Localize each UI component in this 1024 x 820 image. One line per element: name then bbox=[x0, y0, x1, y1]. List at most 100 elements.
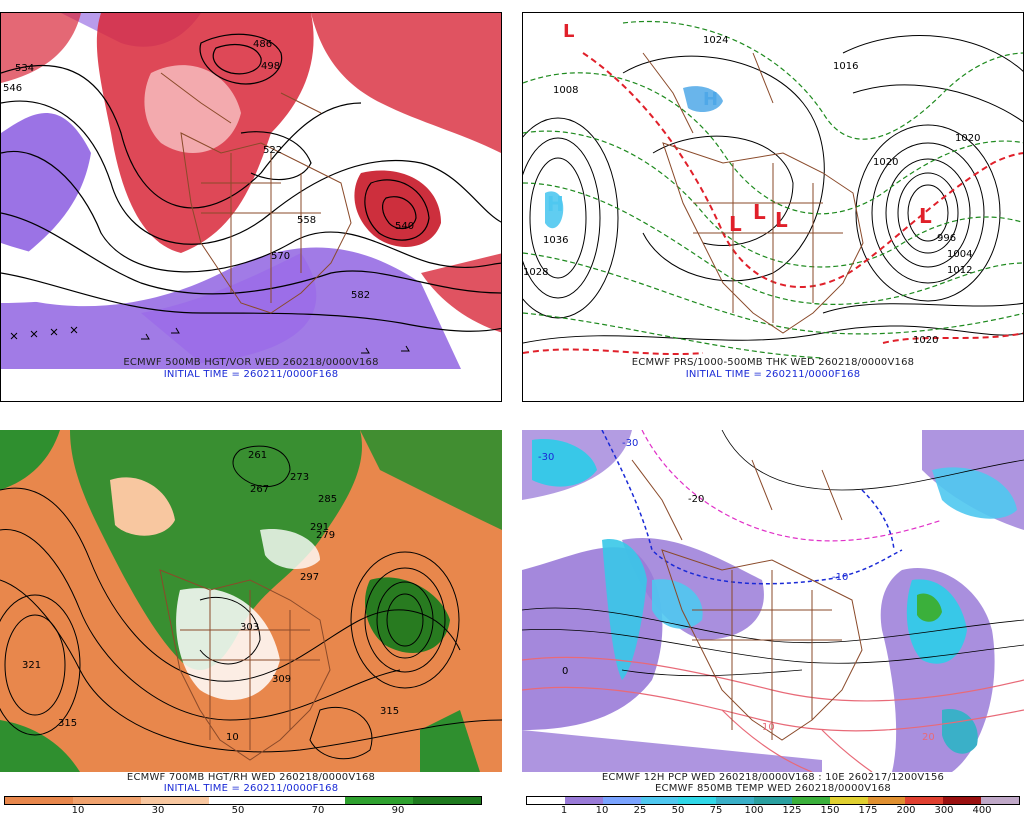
rh-legend: 10 30 50 70 90 bbox=[0, 796, 502, 818]
temp-label: -30 bbox=[622, 438, 638, 449]
legend-swatch bbox=[829, 797, 868, 804]
temp-label: -10 bbox=[832, 572, 848, 583]
pressure-label: 1024 bbox=[703, 35, 728, 46]
height-label: 315 bbox=[380, 706, 399, 717]
legend-label: 10 bbox=[595, 805, 609, 816]
legend-swatch bbox=[277, 797, 345, 804]
legend-label: 150 bbox=[820, 805, 840, 816]
contour-label: 486 bbox=[253, 39, 272, 50]
pressure-label: 1012 bbox=[947, 265, 972, 276]
legend-label: 30 bbox=[151, 805, 165, 816]
panel-caption: ECMWF 700MB HGT/RH WED 260218/0000V168 bbox=[126, 772, 376, 783]
contour-label: 546 bbox=[3, 83, 22, 94]
legend-swatch bbox=[640, 797, 679, 804]
panel-init-time: INITIAL TIME = 260211/0000F168 bbox=[685, 369, 861, 380]
height-label: 297 bbox=[300, 572, 319, 583]
contour-label: 522 bbox=[263, 145, 282, 156]
legend-label: 50 bbox=[231, 805, 245, 816]
legend-label: 25 bbox=[633, 805, 647, 816]
legend-swatch bbox=[981, 797, 1019, 804]
legend-swatch bbox=[564, 797, 603, 804]
rh-legend-bar bbox=[4, 796, 482, 805]
legend-label: 175 bbox=[858, 805, 878, 816]
legend-swatch bbox=[141, 797, 209, 804]
pressure-label: 1020 bbox=[955, 133, 980, 144]
legend-swatch bbox=[867, 797, 906, 804]
legend-label: 10 bbox=[71, 805, 85, 816]
height-label: 303 bbox=[240, 622, 259, 633]
map-precip-temp: -30 -20 -10 0 10 20 -30 bbox=[522, 430, 1024, 772]
precip-legend-bar bbox=[526, 796, 1020, 805]
svg-text:L: L bbox=[729, 212, 742, 236]
panel-caption: ECMWF 500MB HGT/VOR WED 260218/0000V168 bbox=[123, 357, 379, 368]
pressure-label: 1008 bbox=[553, 85, 578, 96]
legend-swatch bbox=[905, 797, 944, 804]
svg-text:L: L bbox=[919, 204, 932, 228]
temp-label: -30 bbox=[538, 452, 554, 463]
contour-label: 540 bbox=[395, 221, 414, 232]
contour-label: 498 bbox=[261, 61, 280, 72]
pressure-label: 1004 bbox=[947, 249, 972, 260]
svg-text:L: L bbox=[753, 200, 766, 224]
pressure-label: 1036 bbox=[543, 235, 568, 246]
legend-label: 1 bbox=[560, 805, 568, 816]
legend-swatch bbox=[527, 797, 565, 804]
height-label: 267 bbox=[250, 484, 269, 495]
legend-label: 200 bbox=[896, 805, 916, 816]
legend-label: 300 bbox=[934, 805, 954, 816]
legend-label: 50 bbox=[671, 805, 685, 816]
height-label: 321 bbox=[22, 660, 41, 671]
height-label: 279 bbox=[316, 530, 335, 541]
rh-label: 10 bbox=[226, 732, 239, 743]
legend-swatch bbox=[791, 797, 830, 804]
legend-swatch bbox=[602, 797, 641, 804]
temp-label: 10 bbox=[762, 722, 775, 733]
pressure-label: 996 bbox=[937, 233, 956, 244]
panel-700mb-rh: 321 315 309 303 297 291 285 279 273 261 … bbox=[0, 430, 502, 820]
legend-swatch bbox=[716, 797, 755, 804]
legend-swatch bbox=[754, 797, 792, 804]
map-pressure-thickness: L L L L L H H 1036 1028 1020 1012 1004 9… bbox=[523, 13, 1023, 369]
panel-pressure-thickness: L L L L L H H 1036 1028 1020 1012 1004 9… bbox=[522, 12, 1024, 402]
panel-precip-temp: -30 -20 -10 0 10 20 -30 ECMWF 12H PCP WE… bbox=[522, 430, 1024, 820]
pressure-label: 1016 bbox=[833, 61, 858, 72]
legend-swatch bbox=[345, 797, 413, 804]
pressure-label: 1028 bbox=[523, 267, 548, 278]
contour-label: 534 bbox=[15, 63, 34, 74]
panel-init-time: INITIAL TIME = 260211/0000F168 bbox=[163, 369, 339, 380]
height-label: 291 bbox=[310, 522, 329, 533]
legend-label: 100 bbox=[744, 805, 764, 816]
height-label: 315 bbox=[58, 718, 77, 729]
legend-swatch bbox=[73, 797, 141, 804]
pressure-label: 1020 bbox=[913, 335, 938, 346]
legend-swatch bbox=[678, 797, 717, 804]
height-label: 273 bbox=[290, 472, 309, 483]
contour-label: 570 bbox=[271, 251, 290, 262]
contour-label: 582 bbox=[351, 290, 370, 301]
legend-label: 400 bbox=[972, 805, 992, 816]
legend-swatch bbox=[5, 797, 73, 804]
svg-text:H: H bbox=[547, 192, 564, 216]
height-label: 261 bbox=[248, 450, 267, 461]
panel-caption: ECMWF 12H PCP WED 260218/0000V168 : 10E … bbox=[601, 772, 945, 783]
panel-subcaption: ECMWF 850MB TEMP WED 260218/0000V168 bbox=[655, 783, 891, 794]
height-label: 285 bbox=[318, 494, 337, 505]
legend-label: 90 bbox=[391, 805, 405, 816]
pressure-label: 1020 bbox=[873, 157, 898, 168]
legend-label: 75 bbox=[709, 805, 723, 816]
contour-label: 558 bbox=[297, 215, 316, 226]
svg-text:H: H bbox=[703, 89, 718, 110]
panel-init-time: INITIAL TIME = 260211/0000F168 bbox=[163, 783, 339, 794]
legend-swatch bbox=[413, 797, 481, 804]
map-700mb-rh: 321 315 309 303 297 291 285 279 273 261 … bbox=[0, 430, 502, 772]
temp-label: -20 bbox=[688, 494, 704, 505]
height-label: 309 bbox=[272, 674, 291, 685]
panel-caption: ECMWF PRS/1000-500MB THK WED 260218/0000… bbox=[631, 357, 915, 368]
temp-label: 20 bbox=[922, 732, 935, 743]
legend-label: 70 bbox=[311, 805, 325, 816]
svg-text:L: L bbox=[775, 208, 788, 232]
map-500mb-vorticity: 534 546 486 498 522 558 570 582 540 bbox=[1, 13, 501, 369]
panel-500mb-vorticity: 534 546 486 498 522 558 570 582 540 ECMW… bbox=[0, 12, 502, 402]
legend-swatch bbox=[943, 797, 982, 804]
legend-swatch bbox=[209, 797, 277, 804]
